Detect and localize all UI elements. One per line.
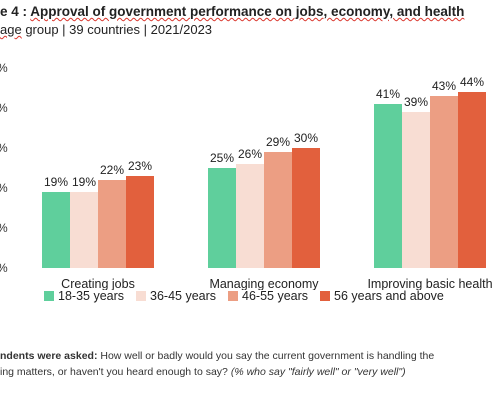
bar (292, 148, 320, 268)
chart-title: e 4 : Approval of government performance… (0, 4, 464, 19)
legend-swatch (320, 291, 331, 301)
data-label: 43% (432, 79, 456, 93)
data-label: 39% (404, 95, 428, 109)
bar-chart: %%%%%% 19% 19% 22% 23% 25% 26% 29% 30% 41% 39% 43%… (0, 61, 493, 290)
data-label: 19% (72, 175, 96, 189)
y-axis-ticks: %%%%%% (0, 61, 8, 275)
data-label: 30% (294, 131, 318, 145)
legend-item: 46-55 years (228, 289, 308, 303)
data-label: 23% (128, 159, 152, 173)
legend-label: 46-55 years (242, 289, 309, 303)
y-tick-label: % (0, 181, 8, 195)
footnote-note: (% who say "fairly well" or "very well") (230, 366, 406, 378)
legend-label: 18-35 years (58, 289, 125, 303)
data-label: 22% (100, 163, 124, 177)
y-tick-label: % (0, 101, 8, 115)
subtitle-word: age (0, 22, 22, 37)
chart-subtitle: age group | 39 countries | 2021/2023 (0, 22, 212, 37)
bar (458, 92, 486, 268)
bar (70, 192, 98, 268)
y-tick-label: % (0, 221, 8, 235)
footnote: ndents were asked: How well or badly wou… (0, 348, 434, 380)
legend-label: 36-45 years (150, 289, 217, 303)
legend-item: 56 years and above (320, 289, 444, 303)
bar-groups: 19% 19% 22% 23% 25% 26% 29% 30% 41% 39% 43% 44% (42, 75, 486, 268)
bar (236, 164, 264, 268)
footnote-line-1: ndents were asked: How well or badly wou… (0, 348, 434, 364)
title-text: Approval of government performance on jo… (30, 4, 465, 19)
legend-swatch (228, 291, 239, 301)
bar (42, 192, 70, 268)
x-category-label: Creating jobs (61, 277, 135, 290)
footnote-lead: ndents were asked: (0, 350, 98, 362)
y-tick-label: % (0, 61, 8, 75)
title-prefix: e 4 : (0, 4, 31, 19)
legend-item: 36-45 years (136, 289, 216, 303)
x-category-label: Managing economy (209, 277, 319, 290)
bar (430, 96, 458, 268)
subtitle-text: group | 39 countries | 2021/2023 (21, 22, 213, 37)
legend-label: 56 years and above (334, 289, 444, 303)
bar (402, 112, 430, 268)
bar (126, 176, 154, 268)
data-label: 29% (266, 135, 290, 149)
bar (98, 180, 126, 268)
footnote-line-2: ing matters, or haven't you heard enough… (0, 364, 434, 380)
x-axis-categories: Creating jobs Managing economy Improving b… (61, 277, 492, 290)
footnote-question-end: ing matters, or haven't you heard enough… (0, 366, 231, 378)
bar (208, 168, 236, 268)
footnote-question: How well or badly would you say the curr… (97, 350, 435, 362)
bar (374, 104, 402, 268)
bar (264, 152, 292, 268)
data-label: 44% (460, 75, 484, 89)
x-category-label: Improving basic health (367, 277, 492, 290)
legend-item: 18-35 years (44, 289, 124, 303)
data-label: 25% (210, 151, 234, 165)
legend-swatch (136, 291, 147, 301)
chart-legend: 18-35 years 36-45 years 46-55 years 56 year… (44, 289, 444, 303)
y-tick-label: % (0, 261, 8, 275)
data-label: 26% (238, 147, 262, 161)
y-tick-label: % (0, 141, 8, 155)
data-label: 19% (44, 175, 68, 189)
data-label: 41% (376, 87, 400, 101)
legend-swatch (44, 291, 54, 301)
